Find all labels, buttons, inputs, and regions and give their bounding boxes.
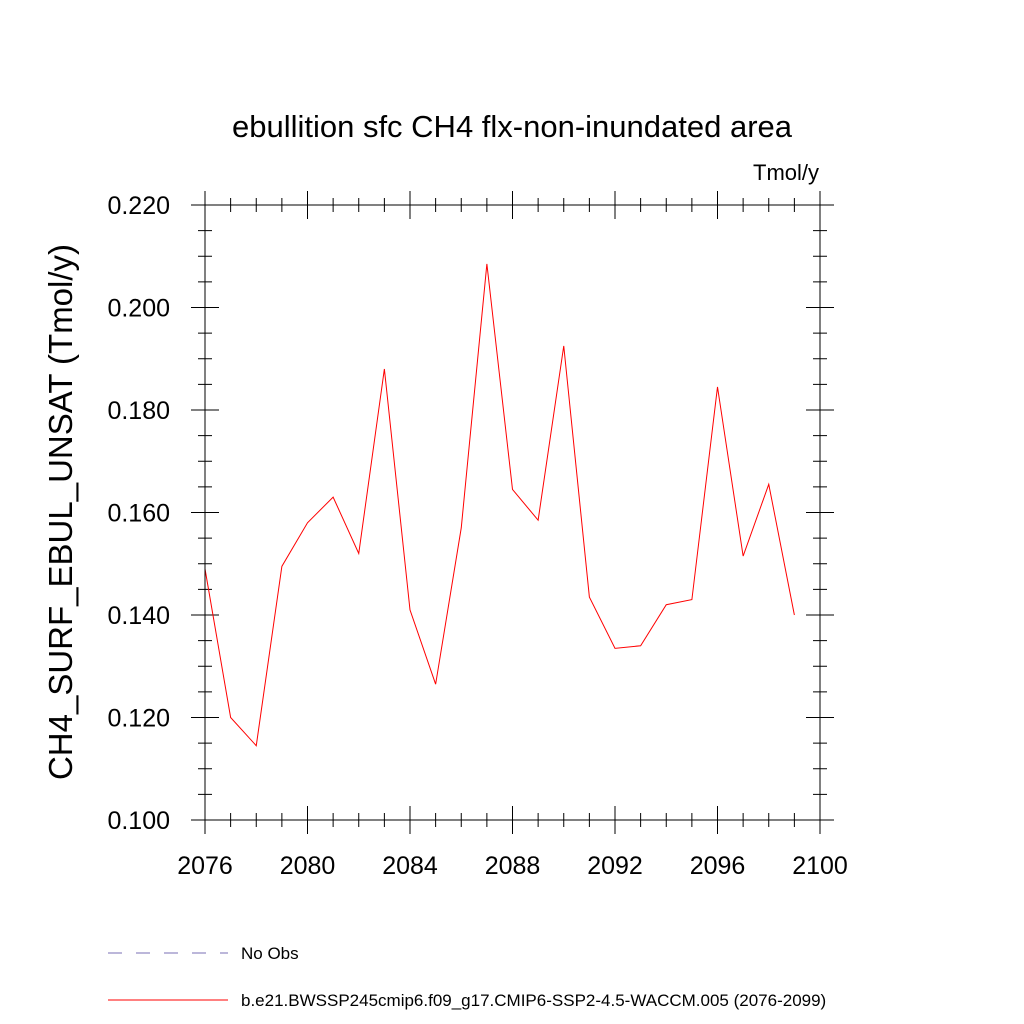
x-tick-label: 2088 xyxy=(485,852,541,880)
x-tick-label: 2084 xyxy=(382,852,438,880)
y-tick-label: 0.160 xyxy=(107,500,170,528)
y-axis-label: CH4_SURF_EBUL_UNSAT (Tmol/y) xyxy=(42,244,79,780)
y-tick-label: 0.120 xyxy=(107,705,170,733)
plot-frame xyxy=(204,204,821,821)
x-tick-label: 2076 xyxy=(177,852,233,880)
legend: No Obs b.e21.BWSSP245cmip6.f09_g17.CMIP6… xyxy=(108,944,826,1010)
x-tick-label: 2092 xyxy=(587,852,643,880)
chart-title: ebullition sfc CH4 flx-non-inundated are… xyxy=(232,109,793,144)
y-tick-label: 0.220 xyxy=(107,192,170,220)
x-major-ticks: 2076 2080 2084 2088 2092 2096 2100 xyxy=(177,191,848,880)
y-tick-label: 0.100 xyxy=(107,807,170,835)
units-label: Tmol/y xyxy=(753,160,819,185)
series-group xyxy=(204,263,795,747)
y-major-ticks: 0.100 0.120 0.140 0.160 0.180 0.200 0.220 xyxy=(107,192,834,835)
x-tick-label: 2096 xyxy=(690,852,746,880)
x-tick-label: 2100 xyxy=(792,852,848,880)
legend-label-series: b.e21.BWSSP245cmip6.f09_g17.CMIP6-SSP2-4… xyxy=(241,991,826,1010)
x-tick-label: 2080 xyxy=(280,852,336,880)
x-minor-ticks xyxy=(230,198,795,827)
legend-label-no-obs: No Obs xyxy=(241,944,299,963)
series-line xyxy=(204,263,795,747)
y-minor-ticks xyxy=(198,230,827,795)
y-tick-label: 0.140 xyxy=(107,602,170,630)
y-tick-label: 0.180 xyxy=(107,397,170,425)
y-tick-label: 0.200 xyxy=(107,295,170,323)
